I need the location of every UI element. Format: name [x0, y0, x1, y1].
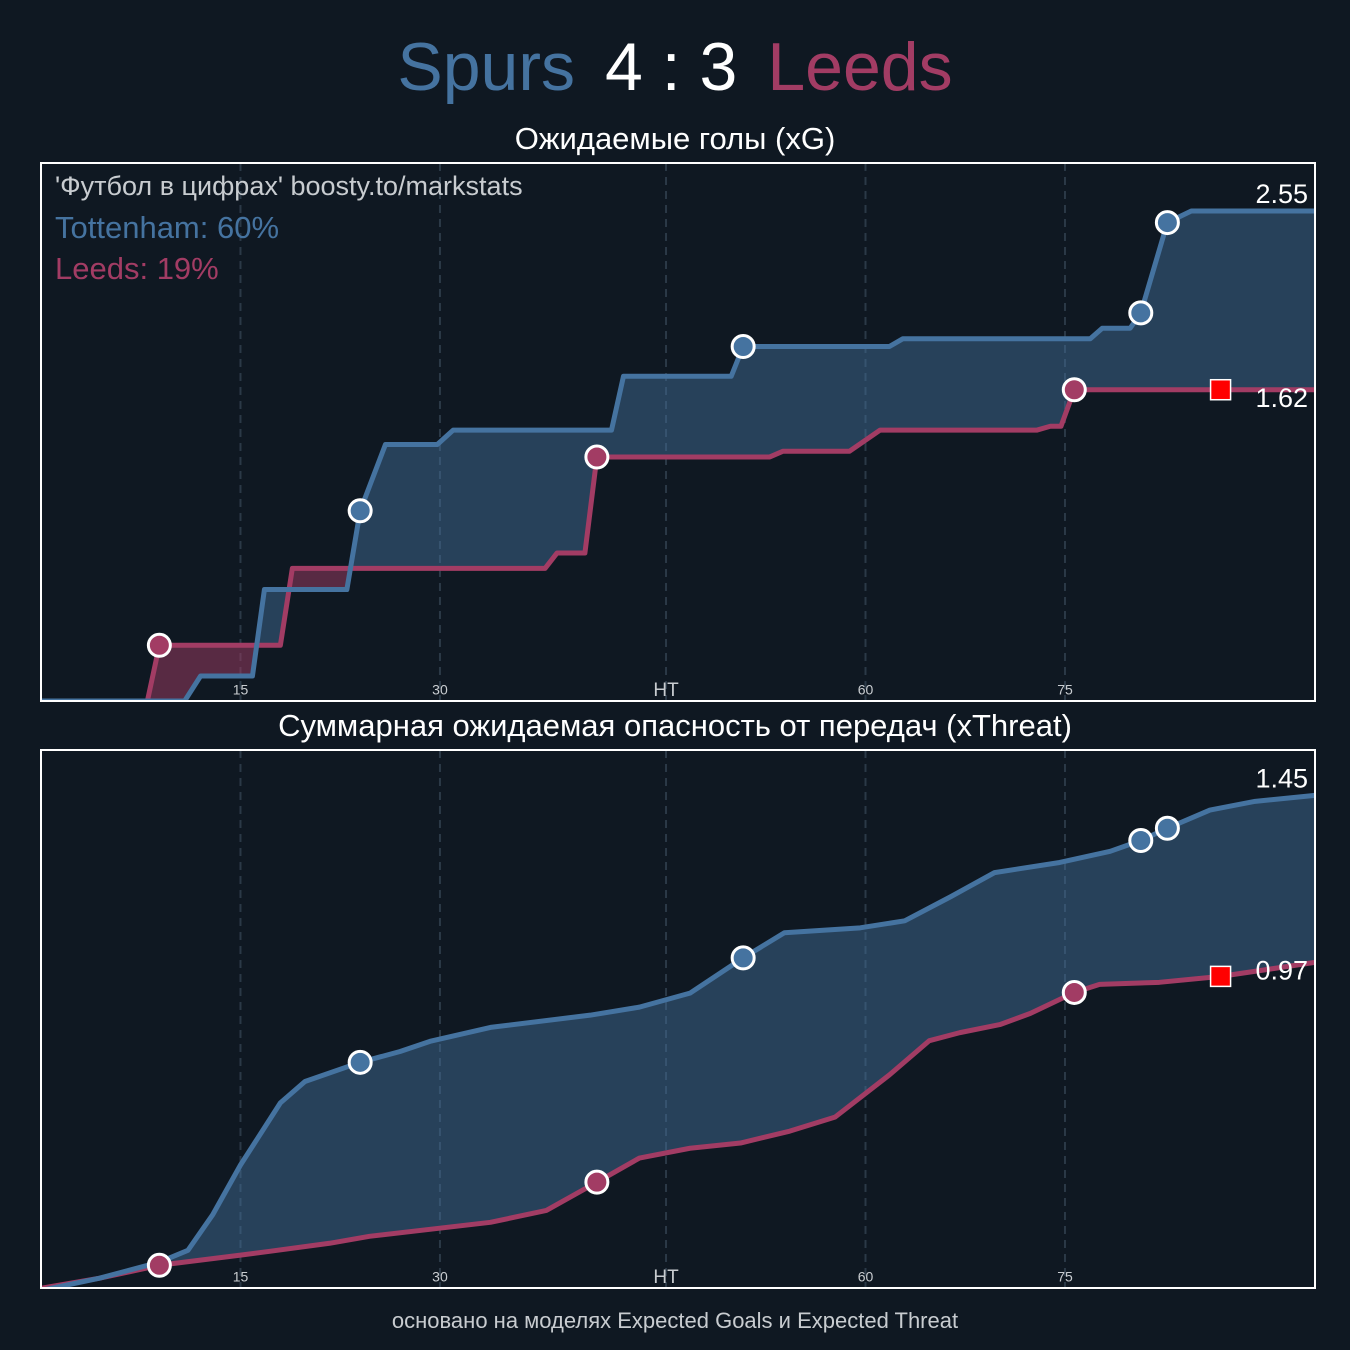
annotation: Tottenham: 60%: [55, 210, 279, 245]
goal-marker: [584, 444, 610, 470]
area-group: [41, 795, 1315, 1288]
plot-frame: [40, 749, 1316, 1289]
goal-marker: [1154, 210, 1180, 236]
x-tick-label: 75: [1057, 1269, 1073, 1285]
goal-marker: [146, 632, 172, 658]
annotation: 'Футбол в цифрах' boosty.to/markstats: [55, 171, 523, 201]
goal-marker: [347, 498, 373, 524]
x-tick-label: 60: [858, 1269, 874, 1285]
area-between: [41, 795, 1315, 1288]
chart-title: Суммарная ожидаемая опасность от передач…: [278, 708, 1072, 743]
chart-title: Ожидаемые голы (xG): [515, 121, 836, 156]
score: 4 : 3: [605, 29, 737, 105]
red-card-marker: [1209, 378, 1232, 401]
goal-marker: [1061, 377, 1087, 403]
goal-marker: [730, 333, 756, 359]
goal-marker: [730, 945, 756, 971]
goal-marker: [1128, 300, 1154, 326]
line: [41, 387, 1315, 701]
line: [41, 792, 1315, 1288]
annotation: Leeds: 19%: [55, 251, 219, 286]
x-tick-label: 60: [858, 682, 874, 698]
final-value-label: 1.62: [1255, 383, 1308, 413]
footer: основано на моделях Expected Goals и Exp…: [392, 1308, 958, 1333]
goal-marker: [347, 1049, 373, 1075]
x-tick-label: 30: [432, 1269, 448, 1285]
final-value-label: 2.55: [1255, 179, 1308, 209]
plot-frame: [40, 162, 1316, 702]
goal-marker: [1061, 979, 1087, 1005]
x-tick-label: 15: [233, 682, 249, 698]
x-tick-label: 75: [1057, 682, 1073, 698]
goal-marker: [146, 1252, 172, 1278]
red-card-marker: [1209, 965, 1232, 988]
goal-marker: [1154, 815, 1180, 841]
final-value-label: 0.97: [1255, 956, 1308, 986]
goal-marker: [1128, 827, 1154, 853]
match-header: Spurs 4 : 3 Leeds: [397, 29, 952, 105]
x-tick-label: 15: [233, 1269, 249, 1285]
plot: [41, 792, 1315, 1288]
x-tick-label: HT: [653, 680, 679, 701]
x-tick-label: 30: [432, 682, 448, 698]
home-team: Spurs: [397, 29, 575, 105]
away-team: Leeds: [767, 29, 952, 105]
goal-marker: [584, 1169, 610, 1195]
x-tick-label: HT: [653, 1267, 679, 1288]
final-value-label: 1.45: [1255, 764, 1308, 794]
